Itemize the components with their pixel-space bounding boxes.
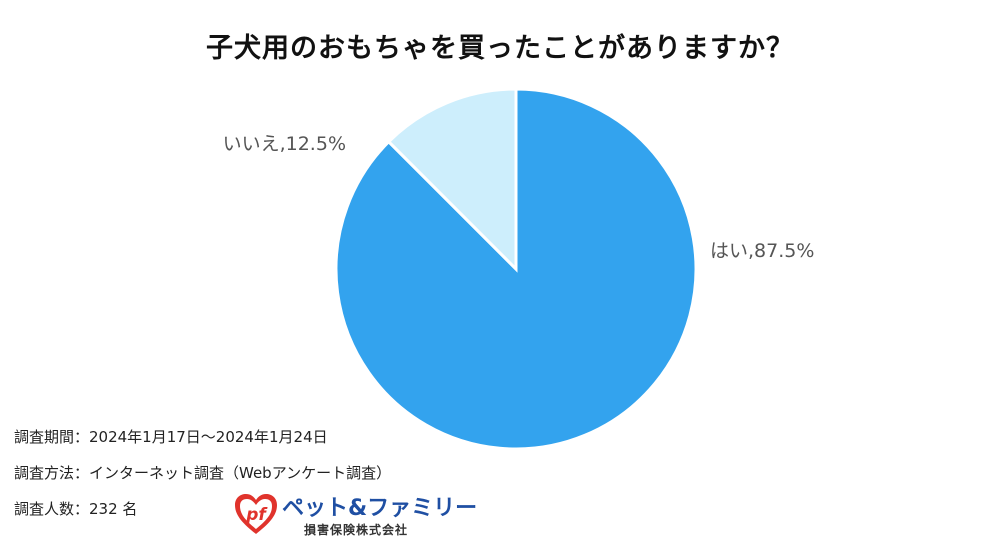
logo-name: ペット&ファミリー (282, 496, 478, 521)
pie-slices (334, 87, 698, 451)
logo-subtitle: 損害保険株式会社 (304, 523, 409, 537)
survey-respondents: 調査人数：232 名 (14, 500, 138, 518)
svg-text:pf: pf (245, 505, 268, 525)
pie-label-0: はい,87.5% (710, 240, 814, 262)
pie-label-1: いいえ,12.5% (223, 133, 346, 155)
chart-title: 子犬用のおもちゃを買ったことがありますか？ (206, 33, 794, 64)
pie-slice-1 (386, 87, 518, 273)
pie-labels: はい,87.5% いいえ,12.5% (223, 133, 815, 262)
heart-logo-icon: pf (235, 494, 277, 534)
survey-notes: 調査期間：2024年1月17日〜2024年1月24日 調査方法：インターネット調… (14, 424, 391, 532)
company-logo: pf ペット&ファミリー 損害保険株式会社 (232, 488, 477, 548)
survey-period: 調査期間：2024年1月17日〜2024年1月24日 (14, 428, 328, 446)
survey-method: 調査方法：インターネット調査（Webアンケート調査） (14, 464, 392, 482)
